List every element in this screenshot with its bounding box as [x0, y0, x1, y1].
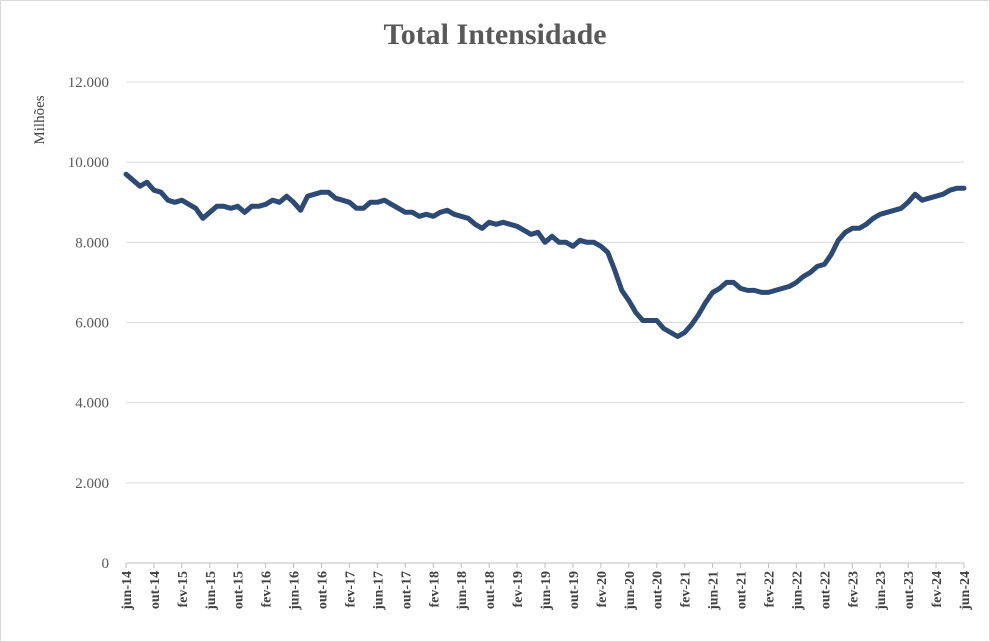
x-tick-label: jun-20: [623, 571, 638, 611]
x-tick-label: fev-17: [343, 571, 358, 608]
y-tick-label: 12.000: [68, 75, 109, 91]
x-tick-label: fev-21: [679, 571, 694, 608]
x-tick-label: out-19: [567, 571, 582, 609]
y-tick-label: 8.000: [75, 235, 109, 251]
x-tick-label: out-22: [818, 571, 833, 609]
x-tick-label: out-16: [316, 571, 331, 609]
x-tick-label: out-23: [902, 571, 917, 609]
x-tick-label: jun-21: [707, 571, 722, 611]
y-tick-label: 10.000: [68, 155, 109, 171]
y-axis-label: Milhões: [32, 95, 48, 144]
x-tick-label: jun-23: [874, 571, 889, 611]
gridlines: [126, 81, 964, 484]
x-tick-label: jun-24: [958, 571, 973, 611]
chart-title: Total Intensidade: [383, 18, 607, 51]
x-tick-label: out-15: [232, 571, 247, 609]
series-group: [123, 171, 967, 339]
y-tick-label: 4.000: [75, 396, 109, 412]
x-tick-label: out-21: [735, 571, 750, 609]
x-tick-label: fev-23: [846, 571, 861, 608]
x-tick-label: fev-19: [511, 571, 526, 608]
x-tick-label: jun-15: [204, 571, 219, 611]
series-line: [123, 171, 967, 339]
x-tick-label: fev-18: [427, 571, 442, 608]
x-tick-label: out-18: [483, 571, 498, 609]
x-tick-label: jun-22: [790, 571, 805, 611]
y-tick-label: 0: [102, 556, 110, 572]
x-tick-label: fev-24: [930, 571, 945, 608]
x-tick-label: jun-14: [120, 571, 135, 611]
x-tick-label: jun-16: [288, 571, 303, 611]
x-tick-label: out-20: [651, 571, 666, 609]
x-tick-label: out-17: [399, 571, 414, 609]
x-tick-label: jun-19: [539, 571, 554, 611]
y-tick-label: 2.000: [75, 476, 109, 492]
x-tick-label: fev-16: [260, 571, 275, 608]
x-tick-label: fev-22: [762, 571, 777, 608]
x-tick-label: out-14: [148, 571, 163, 609]
x-tick-label: fev-20: [595, 571, 610, 608]
x-tick-label: jun-17: [371, 571, 386, 611]
y-axis-ticks: 0 2.000 4.000 6.000 8.000 10.000 12.000: [68, 75, 109, 572]
x-tick-label: fev-15: [176, 571, 191, 608]
x-axis-ticks: jun-14 out-14 fev-15 jun-15 out-15 fev-16 jun-…: [120, 563, 973, 611]
y-tick-label: 6.000: [75, 316, 109, 332]
x-tick-label: jun-18: [455, 571, 470, 611]
